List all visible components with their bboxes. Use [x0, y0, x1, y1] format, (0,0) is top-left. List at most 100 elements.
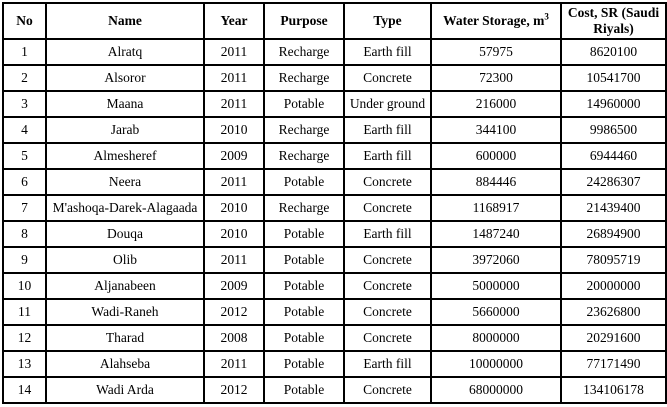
table-cell-cost: 10541700 — [560, 63, 667, 92]
table-cell-year: 2009 — [203, 271, 265, 300]
table-header: No Name Year Purpose Type Water Storage, m3 Co… — [2, 2, 667, 40]
table-cell-cost: 23626800 — [560, 297, 667, 326]
table-cell-no: 10 — [2, 271, 47, 300]
table-cell-purpose: Recharge — [263, 115, 345, 144]
table-cell-name: Tharad — [45, 323, 205, 352]
table-cell-purpose: Recharge — [263, 141, 345, 170]
table-cell-no: 4 — [2, 115, 47, 144]
table-cell-no: 2 — [2, 63, 47, 92]
table-cell-water-storage: 600000 — [430, 141, 562, 170]
table-cell-year: 2011 — [203, 89, 265, 118]
table-cell-type: Earth fill — [343, 219, 432, 248]
table-row: 13 Alahseba 2011 Potable Earth fill 10000000 7… — [2, 349, 667, 378]
table-row: 1 Alratq 2011 Recharge Earth fill 57975 862010… — [2, 37, 667, 66]
table-cell-year: 2012 — [203, 297, 265, 326]
table-cell-purpose: Potable — [263, 89, 345, 118]
table-row: 14 Wadi Arda 2012 Potable Concrete 68000000 13… — [2, 375, 667, 404]
table-cell-type: Concrete — [343, 323, 432, 352]
table-row: 11 Wadi-Raneh 2012 Potable Concrete 5660000 23… — [2, 297, 667, 326]
table-cell-no: 13 — [2, 349, 47, 378]
table-cell-water-storage: 3972060 — [430, 245, 562, 274]
table-cell-type: Concrete — [343, 297, 432, 326]
table-cell-type: Concrete — [343, 167, 432, 196]
table-row: 12 Tharad 2008 Potable Concrete 8000000 202916… — [2, 323, 667, 352]
table-cell-purpose: Recharge — [263, 37, 345, 66]
table-cell-cost: 6944460 — [560, 141, 667, 170]
column-header-type: Type — [343, 2, 432, 40]
table-cell-no: 14 — [2, 375, 47, 404]
table-row: 2 Alsoror 2011 Recharge Concrete 72300 1054170… — [2, 63, 667, 92]
table-cell-name: Wadi Arda — [45, 375, 205, 404]
table-row: 5 Almesheref 2009 Recharge Earth fill 600000 6… — [2, 141, 667, 170]
table-cell-name: Alratq — [45, 37, 205, 66]
table-cell-no: 1 — [2, 37, 47, 66]
table-cell-no: 11 — [2, 297, 47, 326]
table-cell-water-storage: 72300 — [430, 63, 562, 92]
table-cell-purpose: Potable — [263, 219, 345, 248]
table-cell-name: Olib — [45, 245, 205, 274]
table-cell-purpose: Potable — [263, 245, 345, 274]
header-row: No Name Year Purpose Type Water Storage, m3 Co… — [2, 2, 667, 40]
table-cell-year: 2011 — [203, 63, 265, 92]
table-cell-name: Maana — [45, 89, 205, 118]
superscript: 3 — [544, 11, 549, 22]
table-cell-no: 9 — [2, 245, 47, 274]
table-cell-water-storage: 884446 — [430, 167, 562, 196]
column-header-cost: Cost, SR (Saudi Riyals) — [560, 2, 667, 40]
table-cell-purpose: Recharge — [263, 63, 345, 92]
table-cell-water-storage: 5660000 — [430, 297, 562, 326]
table-cell-cost: 20291600 — [560, 323, 667, 352]
table-cell-type: Concrete — [343, 271, 432, 300]
table-cell-cost: 14960000 — [560, 89, 667, 118]
table-row: 3 Maana 2011 Potable Under ground 216000 14960… — [2, 89, 667, 118]
table-cell-no: 7 — [2, 193, 47, 222]
table-cell-purpose: Potable — [263, 323, 345, 352]
table-cell-type: Concrete — [343, 193, 432, 222]
table-cell-year: 2010 — [203, 219, 265, 248]
table-cell-water-storage: 68000000 — [430, 375, 562, 404]
table-row: 7 M'ashoqa-Darek-Alagaada 2010 Recharge Conc… — [2, 193, 667, 222]
table-cell-type: Earth fill — [343, 141, 432, 170]
table-cell-cost: 26894900 — [560, 219, 667, 248]
column-header-no: No — [2, 2, 47, 40]
table-row: 8 Douqa 2010 Potable Earth fill 1487240 268949… — [2, 219, 667, 248]
table-cell-name: Alahseba — [45, 349, 205, 378]
table-cell-purpose: Recharge — [263, 193, 345, 222]
table-cell-purpose: Potable — [263, 167, 345, 196]
table-cell-water-storage: 57975 — [430, 37, 562, 66]
table-cell-no: 3 — [2, 89, 47, 118]
table-cell-water-storage: 216000 — [430, 89, 562, 118]
table-cell-type: Earth fill — [343, 37, 432, 66]
table-cell-type: Earth fill — [343, 349, 432, 378]
table-cell-purpose: Potable — [263, 297, 345, 326]
table-cell-year: 2011 — [203, 37, 265, 66]
table-body: 1 Alratq 2011 Recharge Earth fill 57975 862010… — [2, 37, 667, 404]
table-cell-purpose: Potable — [263, 271, 345, 300]
table-cell-water-storage: 5000000 — [430, 271, 562, 300]
table-cell-cost: 78095719 — [560, 245, 667, 274]
table-cell-water-storage: 8000000 — [430, 323, 562, 352]
table-row: 4 Jarab 2010 Recharge Earth fill 344100 998650… — [2, 115, 667, 144]
table-cell-cost: 77171490 — [560, 349, 667, 378]
column-header-water-storage: Water Storage, m3 — [430, 2, 562, 40]
table-cell-year: 2010 — [203, 115, 265, 144]
table-cell-name: Wadi-Raneh — [45, 297, 205, 326]
table-cell-water-storage: 10000000 — [430, 349, 562, 378]
table-cell-no: 8 — [2, 219, 47, 248]
column-header-name: Name — [45, 2, 205, 40]
table-cell-type: Concrete — [343, 375, 432, 404]
table-cell-no: 5 — [2, 141, 47, 170]
table-cell-cost: 9986500 — [560, 115, 667, 144]
table-cell-water-storage: 344100 — [430, 115, 562, 144]
table-cell-cost: 134106178 — [560, 375, 667, 404]
table-row: 6 Neera 2011 Potable Concrete 884446 24286307 — [2, 167, 667, 196]
column-header-purpose: Purpose — [263, 2, 345, 40]
table-cell-no: 12 — [2, 323, 47, 352]
table-cell-purpose: Potable — [263, 375, 345, 404]
table-cell-name: M'ashoqa-Darek-Alagaada — [45, 193, 205, 222]
table-cell-name: Neera — [45, 167, 205, 196]
table-cell-name: Aljanabeen — [45, 271, 205, 300]
table-cell-year: 2012 — [203, 375, 265, 404]
table-cell-water-storage: 1168917 — [430, 193, 562, 222]
